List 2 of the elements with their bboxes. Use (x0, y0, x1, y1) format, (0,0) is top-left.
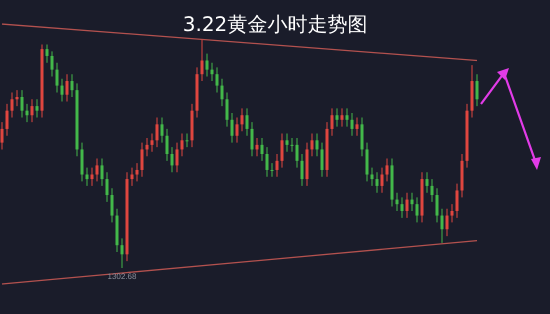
annotation: 1302.68 (108, 272, 138, 281)
chart-title: 3.22黄金小时走势图 (182, 12, 368, 36)
